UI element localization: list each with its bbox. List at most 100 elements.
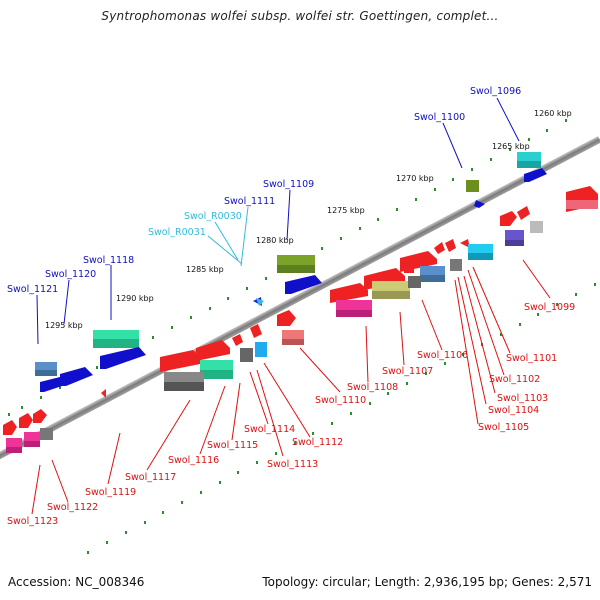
gene-label-swol-1123[interactable]: Swol_1123 [7,516,58,527]
gene-label-swol-1099[interactable]: Swol_1099 [524,302,575,313]
kbp-label-1285: 1285 kbp [186,265,224,274]
gene-label-swol-1121[interactable]: Swol_1121 [7,284,58,295]
gene-box [6,447,22,453]
lower-tick-row [87,283,596,554]
gene-box [517,161,541,168]
kbp-scale-labels: 1260 kbp 1265 kbp 1270 kbp 1275 kbp 1280… [45,109,572,330]
kbp-label-1275: 1275 kbp [327,206,365,215]
map-title: Syntrophomonas wolfei subsp. wolfei str.… [101,9,499,23]
gene-arrow [101,389,106,398]
gene-box [466,180,479,192]
gene-label-swol-1096[interactable]: Swol_1096 [470,86,521,97]
gene-box [24,432,40,441]
gene-box [200,370,233,379]
upper-strand-genes [35,152,547,392]
gene-label-swol-1122[interactable]: Swol_1122 [47,502,98,513]
gene-box [372,291,410,299]
gene-arrow [330,283,368,303]
gene-label-swol-1106[interactable]: Swol_1106 [417,350,468,361]
gene-box [336,300,372,310]
gene-box [6,438,22,447]
gene-box [240,348,253,362]
gene-arrow [40,377,62,392]
gene-label-swol-1111[interactable]: Swol_1111 [224,196,275,207]
gene-box [468,253,493,260]
gene-label-swol-1112[interactable]: Swol_1112 [292,437,343,448]
lower-leader-lines [31,259,551,515]
gene-label-swol-1105[interactable]: Swol_1105 [478,422,529,433]
rna-leader-lines [207,206,249,267]
gene-box [450,259,462,271]
gene-box [35,370,57,376]
gene-box [93,330,139,339]
gene-arrow [434,242,445,254]
gene-arrow [277,310,296,326]
gene-box [404,263,414,273]
gene-label-swol-1109[interactable]: Swol_1109 [263,179,314,190]
gene-box [164,382,204,391]
lower-strand-genes [3,186,598,453]
upper-tick-row [8,119,567,416]
gene-box [277,255,315,265]
gene-arrow [524,168,547,182]
gene-label-swol-1110[interactable]: Swol_1110 [315,395,366,406]
gene-box [505,240,524,246]
gene-box [164,372,204,382]
gene-box [566,200,598,209]
kbp-label-1280: 1280 kbp [256,236,294,245]
gene-box [282,339,304,345]
gene-box [277,265,315,273]
gene-label-swol-1101[interactable]: Swol_1101 [506,353,557,364]
gene-arrow [250,324,262,338]
gene-arrow [100,347,146,369]
gene-label-swol-1115[interactable]: Swol_1115 [207,440,258,451]
gene-arrow [474,200,485,208]
gene-box [40,428,53,440]
lower-gene-labels: Swol_1099 Swol_1101 Swol_1102 Swol_1103 … [7,302,575,527]
gene-box [530,221,543,233]
gene-label-swol-1119[interactable]: Swol_1119 [85,487,136,498]
gene-arrow [460,239,470,248]
gene-label-swol-1104[interactable]: Swol_1104 [488,405,539,416]
gene-box [420,275,445,282]
gene-label-swol-1107[interactable]: Swol_1107 [382,366,433,377]
gene-box [255,342,267,357]
rna-arrow [256,298,264,306]
gene-box [35,362,57,370]
gene-arrow [196,340,230,361]
genome-backbone [0,136,600,460]
gene-arrow [517,206,530,220]
gene-label-swol-r0031[interactable]: Swol_R0031 [148,227,206,238]
gene-label-swol-1102[interactable]: Swol_1102 [489,374,540,385]
gene-label-swol-1103[interactable]: Swol_1103 [497,393,548,404]
kbp-label-1260: 1260 kbp [534,109,572,118]
gene-arrow [19,413,33,428]
gene-label-swol-r0030[interactable]: Swol_R0030 [184,211,242,222]
kbp-label-1270: 1270 kbp [396,174,434,183]
gene-arrow [445,239,456,252]
kbp-label-1295: 1295 kbp [45,321,83,330]
gene-box [468,244,493,253]
gene-box [200,360,233,370]
gene-box [517,152,541,161]
upper-gene-labels: Swol_1096 Swol_1100 Swol_1109 Swol_1111 … [7,86,521,295]
gene-label-swol-1117[interactable]: Swol_1117 [125,472,176,483]
gene-label-swol-1114[interactable]: Swol_1114 [244,424,295,435]
gene-label-swol-1120[interactable]: Swol_1120 [45,269,96,280]
accession-label: Accession: NC_008346 [8,575,145,589]
gene-box [336,310,372,317]
gene-arrow [160,350,200,372]
gene-box [505,230,524,240]
topology-label: Topology: circular; Length: 2,936,195 bp… [262,575,592,589]
gene-arrow [232,334,243,346]
gene-label-swol-1116[interactable]: Swol_1116 [168,455,219,466]
gene-label-swol-1113[interactable]: Swol_1113 [267,459,318,470]
gene-box [408,276,421,288]
gene-label-swol-1108[interactable]: Swol_1108 [347,382,398,393]
gene-arrow [285,275,322,294]
gene-label-swol-1100[interactable]: Swol_1100 [414,112,465,123]
gene-box [282,330,304,339]
kbp-label-1290: 1290 kbp [116,294,154,303]
gene-label-swol-1118[interactable]: Swol_1118 [83,255,134,266]
